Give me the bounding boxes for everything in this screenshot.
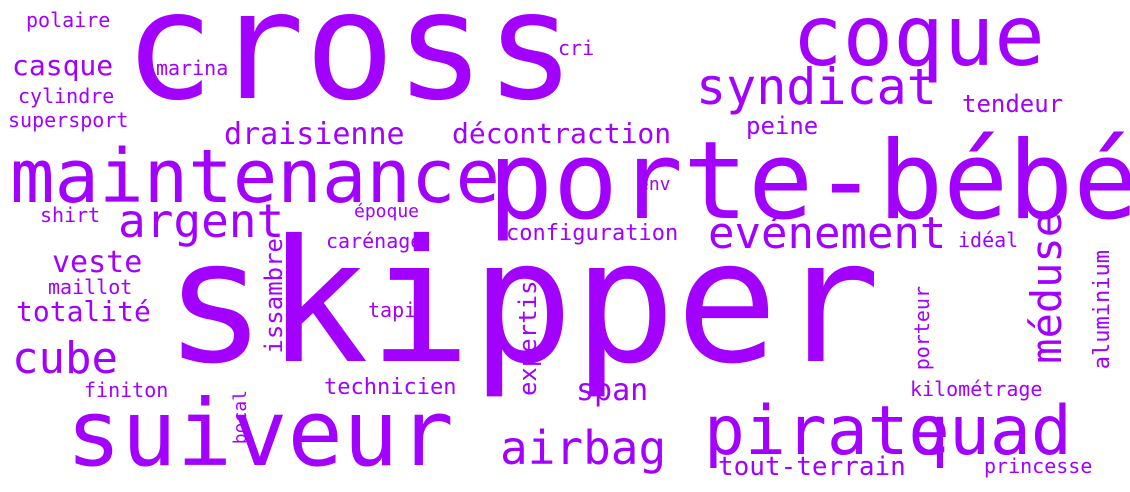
word-meduse: méduse [1026, 212, 1068, 364]
word-shirt: shirt [40, 205, 100, 225]
word-cylindre: cylindre [18, 86, 114, 106]
word-princesse: princesse [984, 456, 1092, 476]
word-kilometrage: kilométrage [910, 379, 1042, 399]
word-epoque: époque [354, 203, 419, 221]
word-span: span [576, 376, 648, 406]
word-evenement: evénement [708, 212, 946, 256]
word-tapis: tapis [368, 300, 428, 320]
word-ideal: idéal [958, 230, 1018, 250]
word-supersport: supersport [8, 110, 128, 130]
word-env: env [638, 176, 671, 194]
word-tendeur: tendeur [962, 92, 1063, 116]
word-cri: cri [558, 38, 594, 58]
word-decontraction: décontraction [452, 120, 671, 148]
word-peine: peine [746, 114, 818, 138]
word-finiton: finiton [84, 380, 168, 400]
word-bocal: bocal [232, 390, 250, 444]
word-polaire: polaire [26, 10, 110, 30]
word-casque: casque [12, 52, 113, 80]
word-technicien: technicien [324, 377, 456, 399]
word-tout-terrain: tout-terrain [718, 454, 906, 480]
word-veste: veste [52, 248, 142, 278]
word-maillot: maillot [48, 277, 132, 297]
word-porteur: porteur [912, 286, 932, 370]
word-carenage: carénage [326, 231, 422, 251]
word-aluminium: aluminium [1092, 250, 1114, 369]
word-marina: marina [156, 58, 228, 78]
word-airbag: airbag [500, 425, 666, 471]
word-expertise: expertise [516, 266, 540, 396]
word-syndicat: syndicat [696, 62, 937, 112]
word-totalite: totalité [16, 298, 151, 326]
word-issambre: issambre [262, 238, 286, 354]
word-cube: cube [12, 337, 118, 381]
word-configuration: configuration [506, 223, 678, 245]
word-draisienne: draisienne [224, 120, 405, 150]
